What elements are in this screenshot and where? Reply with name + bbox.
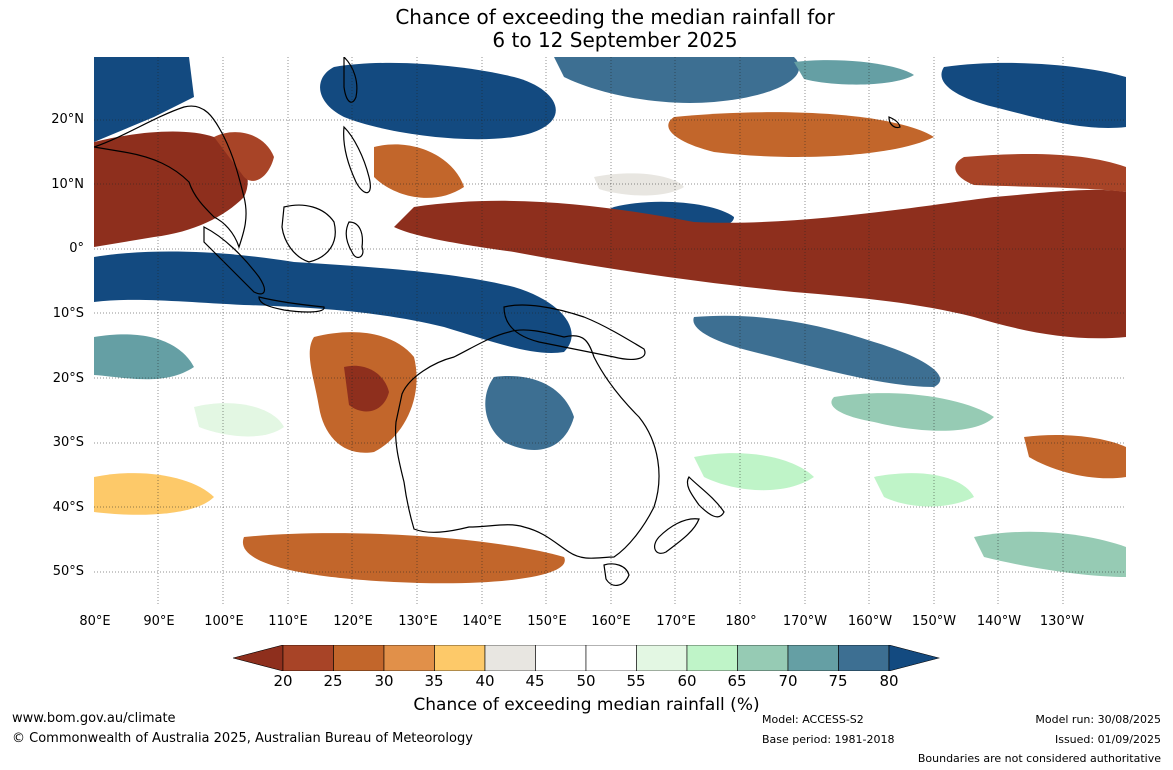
colorbar-label-55: 55: [626, 672, 646, 690]
lon-label-160w: 160°W: [847, 614, 893, 629]
lon-label-160e: 160°E: [591, 614, 631, 629]
sulawesi-outline: [345, 221, 364, 259]
base-period-text: Base period: 1981-2018: [762, 733, 895, 746]
colorbar-bin-70-75: [787, 645, 839, 671]
lat-label-10n: 10°N: [51, 177, 84, 192]
colorbar-label-35: 35: [424, 672, 444, 690]
colorbar-bin-35-40: [434, 645, 486, 671]
colorbar-label-45: 45: [525, 672, 545, 690]
colorbar-high-arrow: [888, 645, 940, 671]
rainfall-probability-map: [94, 57, 1126, 605]
lon-label-180: 180°: [725, 614, 757, 629]
colorbar-bin-25-30: [333, 645, 385, 671]
java-outline: [258, 296, 325, 313]
lon-label-170w: 170°W: [782, 614, 828, 629]
lon-label-100e: 100°E: [204, 614, 244, 629]
wet-anomaly-south: [94, 251, 994, 450]
colorbar-label-40: 40: [475, 672, 495, 690]
colorbar-label-75: 75: [828, 672, 848, 690]
lon-label-80e: 80°E: [79, 614, 111, 629]
colorbar-bin-75-80: [838, 645, 890, 671]
philippines-outline: [343, 125, 371, 194]
colorbar-label-60: 60: [677, 672, 697, 690]
colorbar-title: Chance of exceeding median rainfall (%): [413, 695, 760, 715]
colorbar-bin-45-50: [535, 645, 587, 671]
lon-label-150e: 150°E: [527, 614, 567, 629]
copyright-text: © Commonwealth of Australia 2025, Austra…: [12, 731, 473, 746]
lat-label-0: 0°: [69, 241, 84, 256]
lon-label-130w: 130°W: [1039, 614, 1085, 629]
colorbar-label-30: 30: [374, 672, 394, 690]
new-guinea-outline: [503, 304, 646, 360]
lat-label-30s: 30°S: [52, 435, 84, 450]
coastlines: [94, 57, 901, 586]
disclaimer-text: Boundaries are not considered authoritat…: [917, 752, 1161, 765]
colorbar: [233, 645, 940, 671]
borneo-outline: [281, 204, 336, 263]
lon-label-90e: 90°E: [143, 614, 175, 629]
colorbar-bin-30-35: [383, 645, 435, 671]
colorbar-label-65: 65: [727, 672, 747, 690]
colorbar-label-20: 20: [273, 672, 293, 690]
colorbar-label-70: 70: [778, 672, 798, 690]
lon-label-120e: 120°E: [333, 614, 373, 629]
lon-label-150w: 150°W: [911, 614, 957, 629]
lat-label-50s: 50°S: [52, 564, 84, 579]
australia-outline: [394, 329, 660, 559]
model-text: Model: ACCESS-S2: [762, 713, 864, 726]
model-run-text: Model run: 30/08/2025: [1035, 713, 1161, 726]
lat-label-10s: 10°S: [52, 306, 84, 321]
japan-outline: [343, 57, 358, 103]
website-link[interactable]: www.bom.gov.au/climate: [12, 711, 176, 726]
colorbar-label-25: 25: [323, 672, 343, 690]
dry-anomaly-australia: [94, 332, 1126, 584]
graticule: [94, 57, 1126, 605]
colorbar-low-arrow: [233, 645, 284, 671]
colorbar-bin-50-55: [585, 645, 637, 671]
colorbar-bin-65-70: [737, 645, 789, 671]
colorbar-bin-55-60: [636, 645, 688, 671]
map-title-line1: Chance of exceeding the median rainfall …: [395, 5, 835, 29]
colorbar-label-80: 80: [879, 672, 899, 690]
dry-anomaly-north: [94, 112, 1126, 339]
colorbar-bin-40-45: [484, 645, 536, 671]
lat-label-20s: 20°S: [52, 371, 84, 386]
near-median-patches: [194, 173, 974, 507]
new-zealand-outline: [654, 476, 725, 554]
lon-label-140w: 140°W: [976, 614, 1022, 629]
map-title-line2: 6 to 12 September 2025: [492, 28, 738, 52]
colorbar-bin-60-65: [686, 645, 738, 671]
tasmania-outline: [603, 563, 630, 586]
lat-label-20n: 20°N: [51, 112, 84, 127]
colorbar-label-50: 50: [576, 672, 596, 690]
lon-label-170e: 170°E: [656, 614, 696, 629]
lon-label-110e: 110°E: [268, 614, 308, 629]
lon-label-140e: 140°E: [462, 614, 502, 629]
southeast-asia-outline: [94, 105, 247, 249]
lon-label-130e: 130°E: [398, 614, 438, 629]
colorbar-bin-20-25: [282, 645, 334, 671]
lat-label-40s: 40°S: [52, 500, 84, 515]
hawaii-outline: [888, 116, 901, 129]
issued-text: Issued: 01/09/2025: [1054, 733, 1161, 746]
